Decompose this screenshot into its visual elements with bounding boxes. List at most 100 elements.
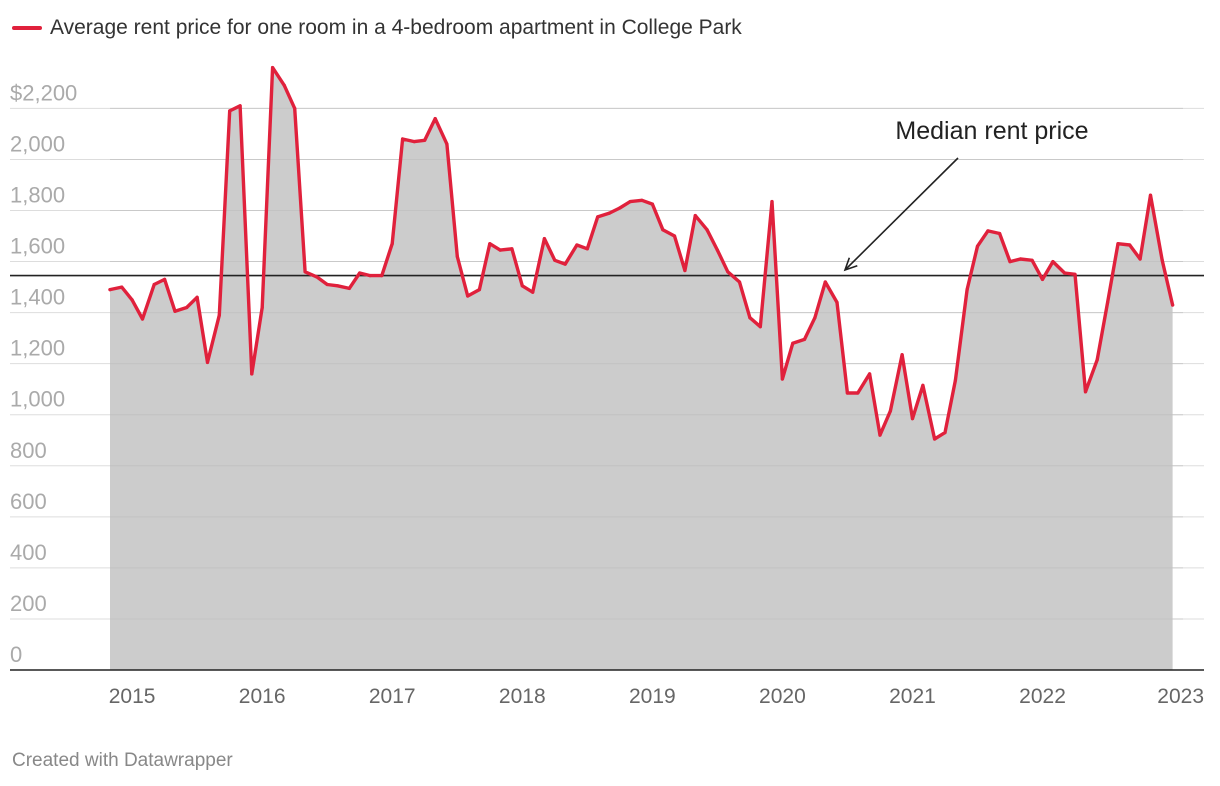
x-tick-label: 2018 — [499, 685, 546, 708]
data-point — [575, 243, 579, 247]
legend: Average rent price for one room in a 4-b… — [12, 16, 742, 40]
data-point — [791, 341, 795, 345]
y-tick-label: 1,200 — [10, 336, 65, 361]
data-point — [520, 284, 524, 288]
data-point — [921, 383, 925, 387]
data-point — [325, 282, 329, 287]
data-point — [466, 294, 470, 298]
data-point — [823, 280, 827, 284]
data-point — [1160, 258, 1164, 262]
data-point — [1128, 243, 1132, 247]
data-point — [173, 309, 177, 313]
y-tick-label: 1,600 — [10, 234, 65, 259]
legend-swatch — [12, 26, 42, 30]
data-point — [1083, 390, 1088, 394]
data-point — [1095, 358, 1099, 362]
data-point — [888, 409, 893, 413]
data-point — [683, 268, 687, 273]
data-point — [715, 248, 720, 252]
data-point — [130, 298, 134, 302]
data-point — [705, 228, 709, 232]
legend-label: Average rent price for one room in a 4-b… — [50, 16, 742, 39]
data-point — [390, 242, 394, 246]
data-point — [813, 316, 817, 320]
data-point — [1106, 300, 1110, 304]
data-point — [152, 282, 156, 287]
data-point — [1051, 260, 1055, 264]
data-point — [423, 138, 427, 142]
x-tick-label: 2016 — [239, 685, 286, 708]
x-tick-label: 2020 — [759, 685, 806, 708]
area-fill — [110, 67, 1173, 671]
data-point — [553, 258, 557, 262]
data-point — [195, 295, 199, 299]
y-tick-label: 400 — [10, 540, 47, 565]
data-point — [477, 288, 481, 292]
annotation-arrow — [844, 157, 959, 271]
x-tick-label: 2017 — [369, 685, 416, 708]
data-point — [661, 228, 665, 232]
data-point — [965, 288, 969, 292]
y-tick-label: 0 — [10, 642, 22, 667]
data-point — [433, 117, 437, 121]
data-point — [282, 83, 286, 87]
data-point — [228, 109, 232, 113]
data-point — [802, 337, 807, 341]
data-point — [108, 288, 112, 292]
data-point — [336, 284, 340, 288]
data-point — [650, 202, 655, 206]
data-point — [975, 244, 980, 248]
x-tick-label: 2023 — [1157, 685, 1204, 708]
data-point — [693, 214, 697, 218]
data-point — [1063, 271, 1067, 275]
y-tick-label: 600 — [10, 489, 47, 514]
x-tick-label: 2022 — [1019, 685, 1066, 708]
annotation-arrowhead — [843, 257, 858, 272]
data-point — [1040, 277, 1045, 281]
data-point — [250, 372, 254, 376]
x-tick-label: 2021 — [889, 685, 936, 708]
data-point — [445, 142, 449, 146]
data-point — [628, 200, 632, 204]
data-point — [260, 305, 264, 310]
data-point — [943, 431, 947, 435]
data-point — [380, 274, 384, 278]
data-point — [185, 305, 189, 310]
data-point — [900, 353, 904, 357]
data-point — [986, 229, 990, 233]
data-point — [531, 290, 535, 294]
data-point — [401, 137, 405, 141]
data-point — [238, 104, 242, 108]
data-point — [596, 215, 600, 219]
data-point — [1073, 272, 1077, 276]
data-point — [358, 271, 362, 275]
data-point — [315, 275, 319, 279]
x-tick-label: 2015 — [109, 685, 156, 708]
data-point — [368, 274, 372, 278]
data-point — [303, 270, 307, 274]
data-point — [1116, 242, 1120, 246]
data-point — [217, 313, 221, 317]
y-tick-label: 200 — [10, 591, 47, 616]
y-tick-label: 2,000 — [10, 131, 65, 156]
y-tick-label: 1,000 — [10, 387, 65, 412]
data-point — [347, 286, 351, 290]
data-point — [618, 206, 622, 210]
data-point — [1138, 257, 1142, 261]
data-point — [758, 325, 762, 329]
data-point — [910, 417, 915, 421]
data-point — [868, 372, 872, 376]
data-point — [510, 247, 514, 251]
data-point — [455, 254, 459, 259]
x-tick-label: 2019 — [629, 685, 676, 708]
data-point — [835, 300, 839, 304]
data-point — [845, 391, 850, 395]
y-tick-label: 800 — [10, 438, 47, 463]
data-point — [1018, 257, 1023, 261]
data-point — [1030, 258, 1034, 262]
data-point — [1148, 193, 1153, 197]
data-point — [120, 285, 124, 289]
data-point — [953, 378, 958, 382]
data-point — [726, 270, 730, 274]
